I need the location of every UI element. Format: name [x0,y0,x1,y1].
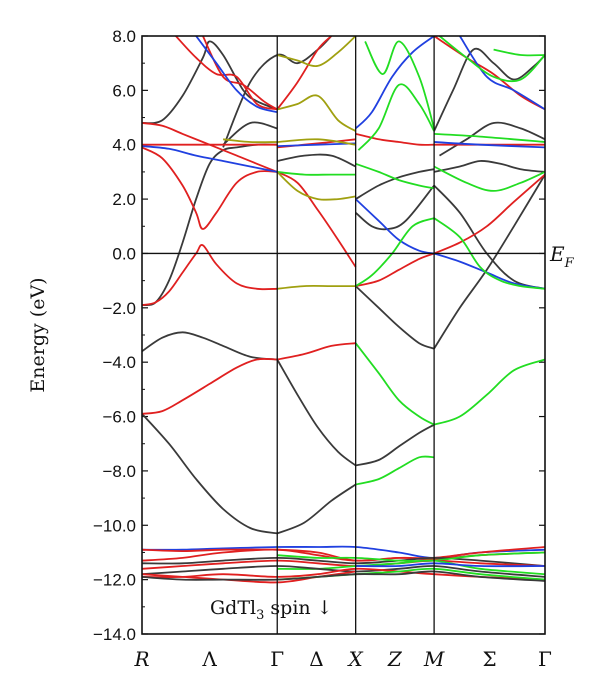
band-line-red [276,171,357,268]
k-point-label: Δ [309,647,323,671]
k-point-label: R [133,647,149,671]
y-tick-label: 8.0 [112,27,136,46]
band-line-red [355,252,435,287]
band-line-olive [277,284,356,290]
y-tick-label: −8.0 [102,462,136,481]
fermi-level-label: EF [549,242,575,271]
band-line-red [433,173,545,255]
band-line-black [142,331,278,361]
band-line-blue [195,36,278,113]
y-tick-label: 0.0 [112,244,136,263]
band-line-blue [434,141,545,149]
band-line-black [277,153,357,168]
y-axis-title: Energy (eV) [27,277,49,392]
y-tick-label: −6.0 [102,408,136,427]
band-line-green [438,36,545,83]
band-line-olive [276,36,357,68]
band-line-red [142,357,278,415]
y-tick-label: −12.0 [93,571,136,590]
y-tick-label: −10.0 [93,516,136,535]
k-point-label: Γ [270,647,284,671]
band-line-blue [355,198,435,255]
band-line-blue [142,145,278,173]
band-line-red [142,244,278,306]
k-point-label: M [423,647,445,671]
band-line-green [354,342,435,426]
band-line-red [142,567,545,581]
frame-layer [141,35,546,635]
band-line-green [357,83,435,151]
y-tick-label: 4.0 [112,136,136,155]
band-line-red [276,36,332,110]
band-line-green [355,455,435,486]
band-line-black [433,47,545,132]
k-point-label: Λ [201,647,217,671]
band-line-olive [277,138,356,146]
band-line-green [434,133,545,143]
k-point-label: Z [387,647,403,671]
band-line-green [277,551,545,563]
y-tick-label: −14.0 [93,625,136,644]
band-line-olive [223,138,278,144]
band-line-green [433,217,545,290]
annotation-compound: GdTl [210,597,256,619]
band-line-black [355,168,435,200]
band-line-red [277,342,356,361]
tick-layer [142,35,545,635]
bands-layer [142,36,545,584]
band-line-red [142,146,278,230]
band-line-green [493,48,545,57]
band-line-green [433,165,545,192]
plot-frame [141,35,546,635]
y-tick-label: 6.0 [112,81,136,100]
band-line-green [433,358,545,426]
fermi-label-sub: F [564,256,575,271]
y-tick-label: −2.0 [102,299,136,318]
band-line-green [277,171,356,176]
fermi-label-main: E [549,242,565,266]
band-line-black [433,174,545,350]
band-line-black [355,423,435,467]
band-line-black [142,570,545,582]
annotation-rest: spin ↓ [264,597,332,619]
band-line-black [142,413,278,535]
band-line-green [355,162,435,190]
band-line-black [276,359,357,467]
band-line-red [175,36,278,111]
k-point-label: Σ [482,647,496,671]
band-line-black [433,160,545,173]
k-point-label: X [347,647,364,671]
band-line-red [142,559,545,570]
band-line-blue [433,252,545,290]
y-tick-label: −4.0 [102,353,136,372]
plot-annotation: GdTl3 spin ↓ [210,597,333,623]
band-line-black [439,121,545,157]
band-line-olive [276,94,357,132]
band-line-red [433,36,545,111]
y-tick-label: 2.0 [112,190,136,209]
band-line-black [142,557,545,567]
band-line-black [276,483,357,535]
band-line-black [355,285,435,350]
label-layer: 8.0 6.0 4.0 2.0 0.0 −2.0 −4.0 −6.0 −8.0 −10.0 −12.… [93,27,552,671]
k-point-label: Γ [538,647,552,671]
band-line-red [202,36,278,111]
band-line-green [364,40,435,129]
band-line-black [142,143,278,307]
band-line-red [355,133,435,146]
annotation-subscript: 3 [256,608,264,623]
band-line-olive [276,171,356,201]
band-line-blue [459,36,545,111]
band-line-blue [355,36,435,130]
